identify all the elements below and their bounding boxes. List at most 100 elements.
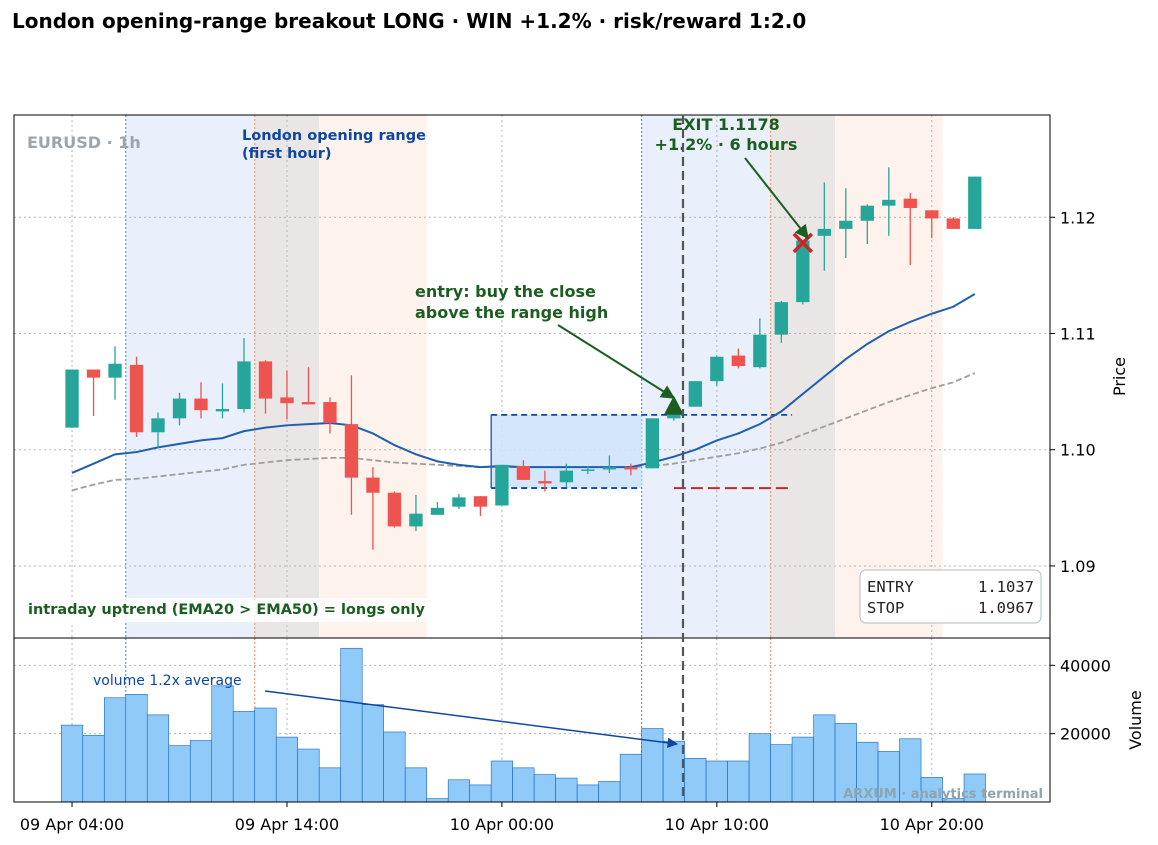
candle-body bbox=[258, 361, 273, 399]
volume-bar bbox=[103, 697, 127, 802]
candle-body bbox=[366, 477, 380, 493]
entry-note-arrow bbox=[557, 324, 676, 399]
candle-body bbox=[430, 507, 445, 515]
candle-body bbox=[538, 481, 552, 484]
candle-body bbox=[495, 464, 509, 506]
time-tick-label: 09 Apr 14:00 bbox=[235, 815, 339, 834]
volume-bar bbox=[684, 757, 707, 802]
candle bbox=[688, 381, 703, 407]
candle bbox=[753, 318, 767, 369]
watermark: ARXUM · analytics terminal bbox=[843, 787, 1043, 802]
session-band bbox=[641, 115, 771, 638]
candle-body bbox=[387, 492, 402, 527]
volume-bar bbox=[168, 745, 191, 802]
volume-bar bbox=[189, 740, 213, 802]
candle bbox=[538, 470, 552, 492]
candle bbox=[581, 465, 595, 475]
candle-body bbox=[839, 220, 853, 229]
volume-bar bbox=[211, 685, 234, 802]
volume-tick-label: 20000 bbox=[1060, 725, 1111, 744]
price-axis-label: Price bbox=[1110, 357, 1129, 396]
candle-body bbox=[903, 198, 917, 208]
candle bbox=[194, 382, 208, 419]
candle bbox=[817, 182, 831, 271]
exit-note-line-2: +1.2% · 6 hours bbox=[655, 135, 798, 154]
range-title-line-1: London opening range bbox=[242, 128, 426, 144]
volume-bar bbox=[232, 711, 256, 802]
volume-bar bbox=[813, 714, 836, 802]
exit-note-line-1: EXIT 1.1178 bbox=[672, 115, 779, 134]
volume-bar bbox=[340, 647, 363, 802]
candle bbox=[366, 467, 380, 550]
candle bbox=[280, 370, 294, 420]
stop-level-label: STOP bbox=[867, 599, 904, 617]
volume-axis-label: Volume bbox=[1126, 690, 1145, 750]
volume-bar bbox=[82, 735, 105, 802]
candle-body bbox=[108, 363, 122, 378]
volume-bar bbox=[297, 748, 320, 802]
candle-body bbox=[301, 402, 316, 405]
price-tick-label: 1.09 bbox=[1060, 557, 1096, 576]
volume-bar bbox=[727, 760, 750, 802]
session-band bbox=[125, 115, 255, 638]
price-tick-label: 1.11 bbox=[1060, 324, 1096, 343]
volume-bar bbox=[512, 767, 535, 802]
entry-note-line-2: above the range high bbox=[415, 303, 608, 322]
candle bbox=[495, 464, 509, 506]
entry-level-label: ENTRY bbox=[867, 578, 914, 596]
volume-bar bbox=[426, 798, 449, 802]
candle-body bbox=[323, 402, 337, 423]
volume-bar bbox=[899, 738, 922, 802]
candle-body bbox=[796, 240, 810, 303]
volume-bar bbox=[275, 736, 299, 802]
trend-note-background bbox=[22, 598, 467, 622]
volume-note-arrow bbox=[264, 690, 679, 749]
candle-body bbox=[753, 334, 767, 368]
candle bbox=[710, 355, 724, 386]
trend-note: intraday uptrend (EMA20 > EMA50) = longs… bbox=[28, 602, 426, 618]
range-title-line-2: (first hour) bbox=[242, 146, 332, 162]
candle-body bbox=[581, 469, 595, 471]
candle-body bbox=[774, 302, 788, 335]
candle bbox=[129, 356, 144, 437]
candle-body bbox=[409, 513, 423, 527]
entry-level-value: 1.1037 bbox=[978, 578, 1034, 596]
chart-title: London opening-range breakout LONG · WIN… bbox=[12, 9, 807, 33]
price-y-axis: 1.09 1.10 1.11 1.12 Price bbox=[1050, 208, 1129, 576]
volume-bar bbox=[598, 781, 621, 802]
volume-bar bbox=[533, 774, 556, 802]
time-tick-label: 10 Apr 00:00 bbox=[450, 815, 554, 834]
time-x-axis: 09 Apr 04:00 09 Apr 14:00 10 Apr 00:00 10 A… bbox=[20, 802, 984, 834]
volume-y-axis: 20000 40000 Volume bbox=[1050, 656, 1145, 750]
stop-level-value: 1.0967 bbox=[978, 599, 1034, 617]
candle-body bbox=[882, 199, 896, 206]
candle bbox=[946, 217, 960, 229]
candle bbox=[839, 188, 853, 258]
volume-bar bbox=[469, 784, 492, 802]
candle-body bbox=[602, 467, 617, 470]
volume-bar bbox=[318, 767, 342, 802]
candle bbox=[645, 418, 660, 469]
candle-body bbox=[731, 355, 746, 367]
candle bbox=[323, 397, 337, 434]
time-tick-label: 10 Apr 10:00 bbox=[665, 815, 769, 834]
volume-bar bbox=[705, 760, 728, 802]
candle-body bbox=[516, 465, 531, 480]
volume-bar bbox=[361, 704, 384, 802]
price-tick-label: 1.12 bbox=[1060, 208, 1096, 227]
candle-body bbox=[860, 205, 874, 221]
candle bbox=[258, 360, 273, 414]
price-tick-label: 1.10 bbox=[1060, 441, 1096, 460]
candle-body bbox=[946, 218, 960, 229]
candle-body bbox=[237, 361, 251, 410]
volume-note: volume 1.2x average bbox=[93, 673, 242, 689]
candle-body bbox=[65, 369, 79, 428]
volume-bar bbox=[146, 714, 170, 802]
candle bbox=[796, 240, 810, 305]
candle-body bbox=[215, 409, 230, 412]
time-tick-label: 09 Apr 04:00 bbox=[20, 815, 124, 834]
candle bbox=[516, 460, 531, 480]
volume-bar bbox=[490, 760, 513, 802]
volume-bar bbox=[383, 731, 406, 802]
candle-body bbox=[817, 228, 831, 236]
